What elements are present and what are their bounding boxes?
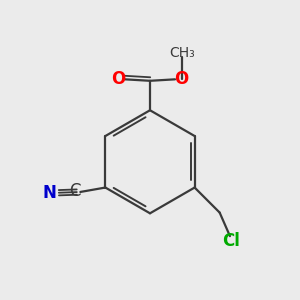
Text: CH₃: CH₃ [169,46,195,60]
Text: O: O [111,70,126,88]
Text: O: O [174,70,189,88]
Text: Cl: Cl [223,232,240,250]
Text: N: N [43,184,56,202]
Text: C: C [70,182,81,200]
